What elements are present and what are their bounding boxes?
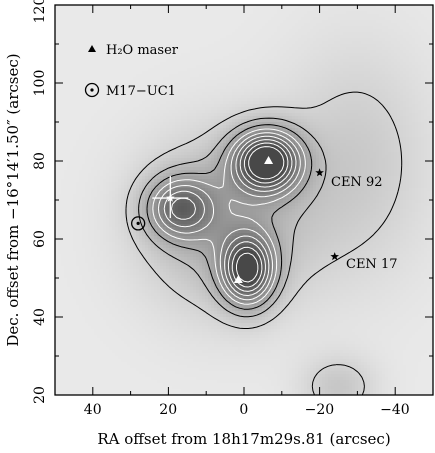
legend-label-uc1: M17−UC1	[106, 84, 176, 99]
x-tick-label: −40	[380, 402, 410, 418]
uc-hii-marker	[131, 216, 146, 231]
x-tick-label: 0	[239, 402, 248, 418]
maser-legend-triangle-icon	[88, 45, 96, 52]
y-tick-label: 120	[32, 0, 48, 23]
y-tick-label: 80	[32, 152, 48, 170]
uc-hii-dot	[136, 221, 140, 225]
intensity-map	[55, 5, 433, 395]
contour-level	[125, 91, 403, 395]
y-tick-label: 100	[32, 70, 48, 97]
y-tick-label: 20	[32, 386, 48, 404]
contour-level	[138, 117, 327, 318]
contour-level	[157, 132, 301, 301]
x-tick-label: −20	[305, 402, 335, 418]
contour-level	[163, 135, 297, 297]
h2o-maser-marker	[264, 156, 274, 164]
source-label-cen92: CEN 92	[331, 175, 383, 190]
x-tick-label: 20	[159, 402, 177, 418]
y-tick-label: 60	[32, 230, 48, 248]
uc-hii-legend-circle-icon	[84, 82, 100, 98]
y-tick-label: 40	[32, 308, 48, 326]
star-marker	[330, 252, 339, 261]
contour-level	[146, 124, 313, 310]
x-axis-label: RA offset from 18h17m29s.81 (arcsec)	[97, 430, 390, 448]
contour-level	[231, 142, 289, 288]
legend: H₂O maser M17−UC1	[84, 43, 179, 99]
x-tick-label: 40	[84, 402, 102, 418]
uc-hii-legend-dot-icon	[90, 88, 94, 92]
axis-ticks	[54, 4, 434, 396]
source-label-cen17: CEN 17	[346, 257, 398, 272]
y-axis-label: Dec. offset from −16°14′1.50″ (arcsec)	[4, 53, 22, 346]
star-marker	[315, 168, 324, 177]
legend-label-maser: H₂O maser	[106, 43, 179, 58]
h2o-maser-marker	[233, 274, 243, 283]
